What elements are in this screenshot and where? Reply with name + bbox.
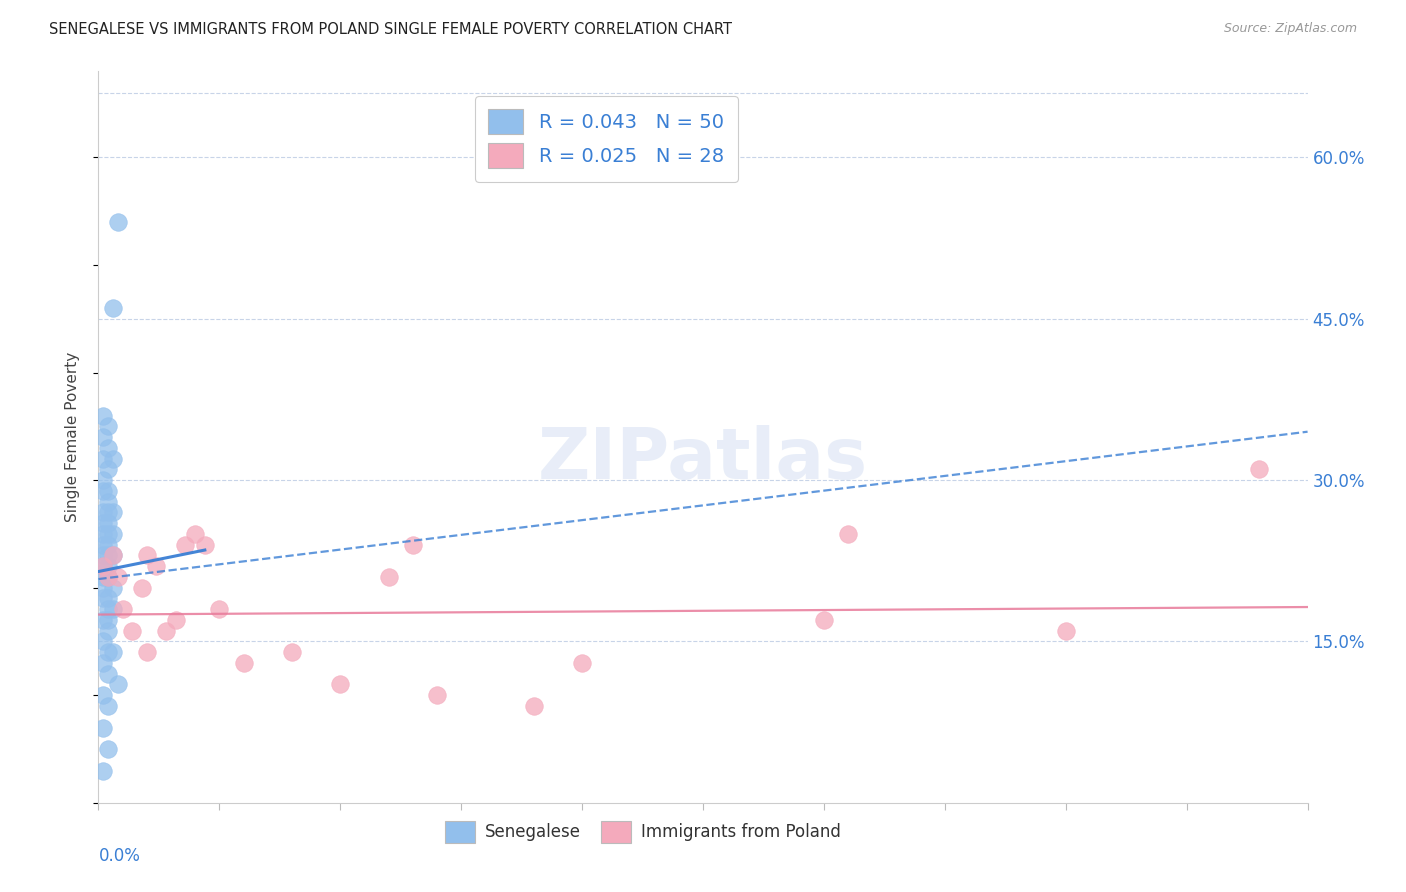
Point [121,624,143,638]
Point [232,656,254,670]
Point [97,483,120,498]
Text: Source: ZipAtlas.com: Source: ZipAtlas.com [1223,22,1357,36]
Point [329,677,352,691]
Point [131,581,153,595]
Point [523,698,546,713]
Point [101,549,124,563]
Point [91,656,114,670]
Point [813,613,835,627]
Point [208,602,231,616]
Legend: Senegalese, Immigrants from Poland: Senegalese, Immigrants from Poland [437,814,848,849]
Point [426,688,449,702]
Point [97,698,120,713]
Point [91,581,114,595]
Point [91,570,114,584]
Point [97,494,120,508]
Point [1249,462,1271,476]
Point [184,527,207,541]
Point [97,559,120,574]
Point [101,602,124,616]
Point [97,505,120,519]
Point [101,505,124,519]
Text: SENEGALESE VS IMMIGRANTS FROM POLAND SINGLE FEMALE POVERTY CORRELATION CHART: SENEGALESE VS IMMIGRANTS FROM POLAND SIN… [49,22,733,37]
Point [97,624,120,638]
Point [107,215,129,229]
Text: 0.0%: 0.0% [98,847,141,864]
Point [101,301,124,315]
Point [101,549,124,563]
Point [97,441,120,455]
Point [91,505,114,519]
Point [97,570,120,584]
Point [91,483,114,498]
Point [91,538,114,552]
Point [97,419,120,434]
Point [91,516,114,530]
Point [91,451,114,466]
Point [91,527,114,541]
Point [91,613,114,627]
Point [91,591,114,606]
Point [91,559,114,574]
Point [91,764,114,778]
Point [97,549,120,563]
Point [97,742,120,756]
Point [97,570,120,584]
Point [101,527,124,541]
Point [91,409,114,423]
Point [402,538,425,552]
Point [97,462,120,476]
Point [91,721,114,735]
Point [837,527,859,541]
Point [97,645,120,659]
Point [135,549,157,563]
Y-axis label: Single Female Poverty: Single Female Poverty [65,352,80,522]
Point [97,591,120,606]
Point [165,613,187,627]
Point [97,613,120,627]
Point [281,645,304,659]
Point [101,645,124,659]
Point [194,538,217,552]
Point [571,656,593,670]
Point [97,527,120,541]
Point [174,538,197,552]
Point [91,688,114,702]
Point [97,516,120,530]
Point [101,451,124,466]
Point [145,559,167,574]
Point [155,624,177,638]
Point [1054,624,1077,638]
Point [101,581,124,595]
Point [111,602,134,616]
Point [377,570,399,584]
Point [107,677,129,691]
Point [91,549,114,563]
Text: ZIPatlas: ZIPatlas [538,425,868,493]
Point [91,634,114,648]
Point [135,645,157,659]
Point [97,602,120,616]
Point [97,538,120,552]
Point [91,430,114,444]
Point [97,666,120,681]
Point [107,570,129,584]
Point [91,473,114,487]
Point [91,559,114,574]
